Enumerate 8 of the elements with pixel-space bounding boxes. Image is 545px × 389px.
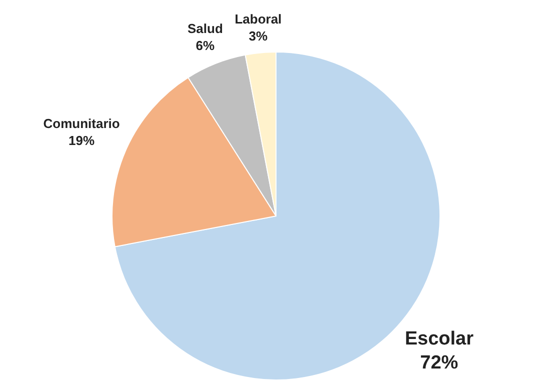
- data-label: 19%: [68, 132, 95, 148]
- slice-label: Comunitario: [43, 116, 120, 131]
- slice-label: Salud: [188, 21, 223, 36]
- data-label: 72%: [420, 352, 458, 374]
- data-label: 3%: [248, 28, 268, 44]
- data-label: 6%: [196, 38, 216, 54]
- slice-label: Escolar: [404, 328, 474, 350]
- slice-label: Laboral: [234, 12, 282, 27]
